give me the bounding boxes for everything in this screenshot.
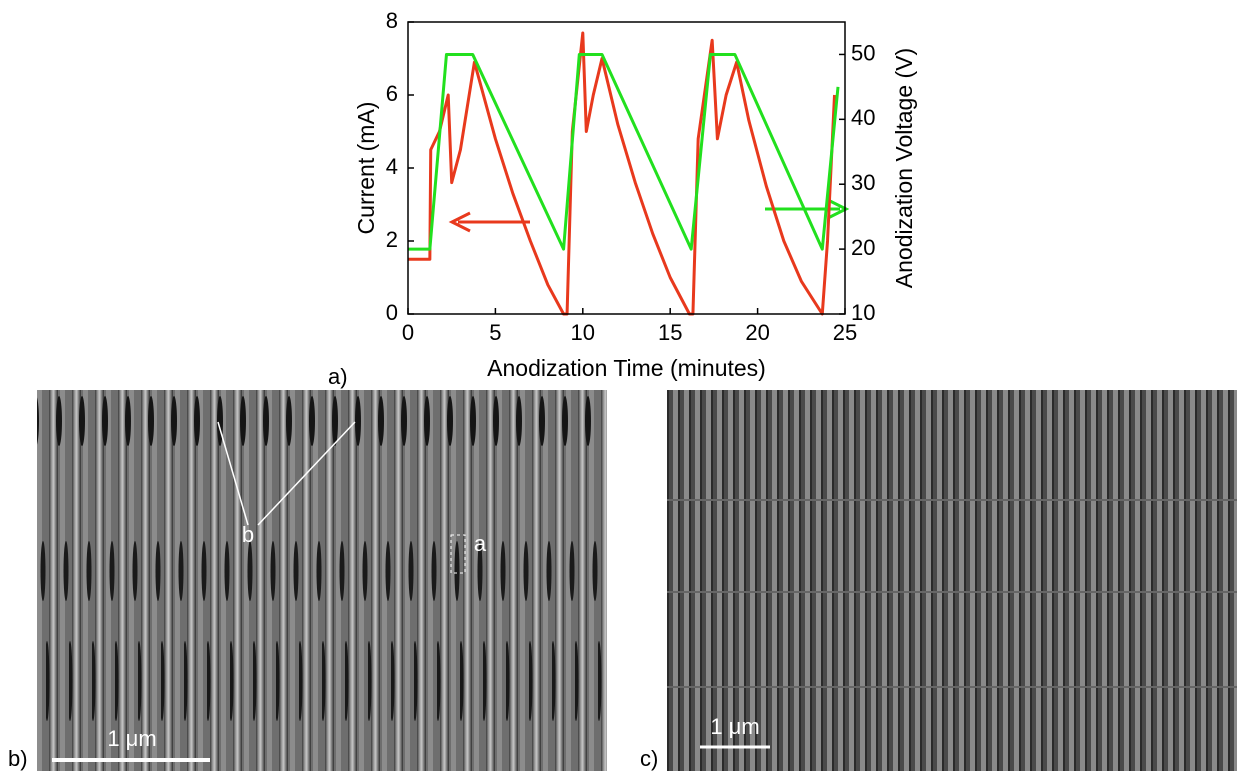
x-tick-label: 5	[489, 320, 501, 345]
panel-label: c)	[640, 746, 658, 771]
x-tick-label: 0	[402, 320, 414, 345]
y-tick-label: 0	[386, 300, 398, 325]
annotation-arrow	[217, 421, 249, 526]
y2-tick-label: 20	[851, 235, 875, 260]
panel-label: a)	[328, 364, 348, 389]
y2-tick-label: 40	[851, 105, 875, 130]
y-tick-label: 4	[386, 154, 398, 179]
x-tick-label: 15	[658, 320, 682, 345]
y2-tick-label: 50	[851, 40, 875, 65]
panel-label: b)	[8, 746, 28, 771]
y2-axis-label: Anodization Voltage (V)	[891, 48, 917, 288]
series-line	[408, 31, 837, 316]
y2-tick-label: 30	[851, 170, 875, 195]
scale-bar-label: 1 μm	[710, 714, 759, 739]
y-tick-label: 8	[386, 8, 398, 33]
sem-image-b	[37, 390, 607, 771]
series-line	[408, 52, 840, 251]
annotation-arrow	[257, 421, 356, 526]
plot-frame	[407, 21, 846, 315]
x-tick-label: 10	[571, 320, 595, 345]
y2-tick-label: 10	[851, 300, 875, 325]
x-tick-label: 20	[745, 320, 769, 345]
arrows	[448, 198, 850, 233]
x-tick-label: 25	[833, 320, 857, 345]
scale-bar-label: 1 μm	[107, 726, 156, 751]
annotation-box	[450, 534, 466, 574]
y-tick-label: 6	[386, 81, 398, 106]
y-tick-label: 2	[386, 227, 398, 252]
y-axis-label: Current (mA)	[353, 102, 379, 235]
annotation: b	[242, 522, 254, 547]
x-axis-label: Anodization Time (minutes)	[487, 355, 766, 381]
sem-image-c	[667, 390, 1237, 771]
annotation: a	[474, 531, 487, 556]
